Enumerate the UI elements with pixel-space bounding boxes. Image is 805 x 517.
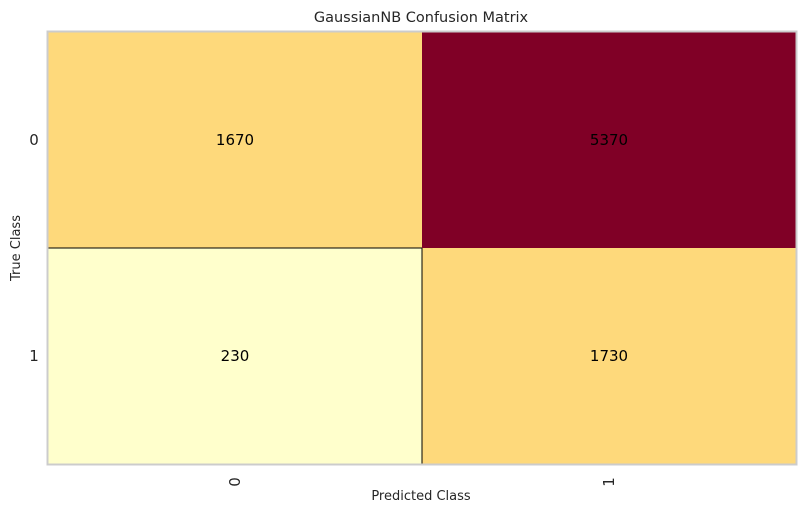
heatmap-cell-r0-c0 (48, 32, 422, 248)
plot-frame (46, 30, 798, 466)
x-tick-label-1: 1 (600, 477, 618, 487)
heatmap-cells: 1670 5370 230 1730 (48, 32, 796, 464)
heatmap-cell-r1-c1 (422, 248, 796, 464)
cell-value-label-r1-c1: 1730 (590, 347, 628, 365)
heatmap-cell-r0-c1 (422, 32, 796, 248)
cell-value-label-r1-c0: 230 (221, 347, 250, 365)
y-tick-label-1: 1 (29, 347, 39, 365)
axis-ticks: 0 1 0 1 (29, 131, 618, 487)
y-tick-label-0: 0 (29, 131, 39, 149)
cell-value-label-r0-c0: 1670 (216, 131, 254, 149)
cell-value-label-r0-c1: 5370 (590, 131, 628, 149)
x-tick-label-0: 0 (226, 477, 244, 487)
x-axis-label: Predicted Class (371, 489, 471, 504)
y-axis-label: True Class (9, 215, 24, 282)
chart-title: GaussianNB Confusion Matrix (314, 10, 529, 26)
heatmap-cell-r1-c0 (48, 248, 422, 464)
